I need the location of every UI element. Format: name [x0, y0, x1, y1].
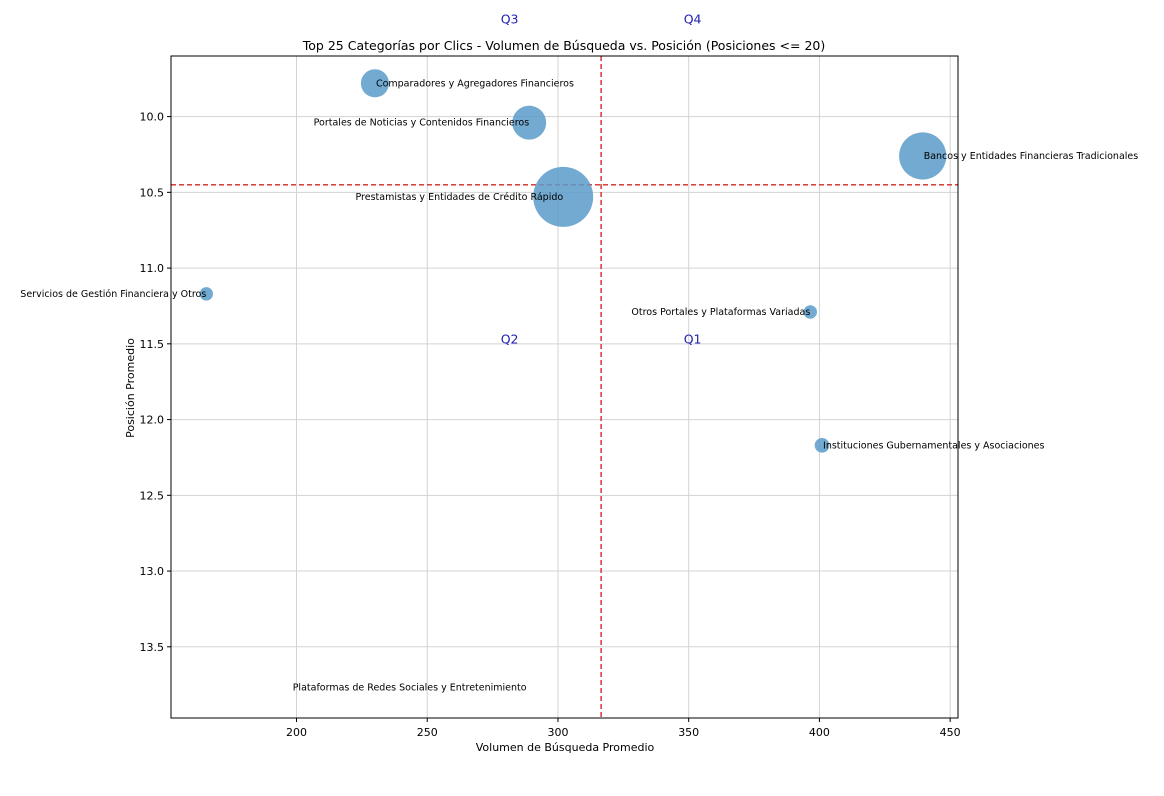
x-tick-label: 450	[940, 726, 961, 739]
y-tick-label: 11.0	[140, 262, 165, 275]
quadrant-label: Q4	[684, 12, 702, 27]
data-point-label: Servicios de Gestión Financiera y Otros	[20, 289, 206, 300]
x-tick-label: 250	[417, 726, 438, 739]
data-point	[199, 287, 214, 301]
data-point-label: Comparadores y Agregadores Financieros	[376, 78, 574, 89]
data-point	[360, 69, 390, 98]
data-point	[899, 132, 947, 180]
quadrant-label: Q1	[684, 331, 702, 346]
y-axis-ticks: 10.0 10.5 11.0 11.5 12.0 12.5 13.0 13.5	[140, 111, 171, 654]
data-point-label: Plataformas de Redes Sociales y Entreten…	[293, 683, 527, 694]
y-tick-label: 13.0	[140, 565, 165, 578]
plot-area-frame	[170, 55, 959, 719]
data-point-label: Portales de Noticias y Contenidos Financ…	[314, 118, 530, 129]
x-tick-label: 400	[809, 726, 830, 739]
data-point	[803, 305, 817, 319]
y-tick-label: 10.0	[140, 111, 165, 124]
data-point-label: Otros Portales y Plataformas Variadas	[631, 307, 810, 318]
y-tick-label: 10.5	[140, 186, 165, 199]
x-tick-label: 300	[547, 726, 568, 739]
data-point-label: Instituciones Gubernamentales y Asociaci…	[823, 440, 1044, 451]
data-point	[533, 166, 594, 227]
data-point	[512, 105, 547, 140]
quadrant-labels: Q3 Q4 Q2 Q1	[501, 12, 702, 347]
data-point-label: Bancos y Entidades Financieras Tradicion…	[924, 151, 1139, 162]
data-point	[814, 437, 830, 453]
point-labels: Comparadores y Agregadores Financieros Po…	[20, 78, 1138, 693]
y-axis-title: Posición Promedio	[124, 338, 137, 438]
x-axis-title: Volumen de Búsqueda Promedio	[476, 741, 655, 754]
y-tick-label: 12.0	[140, 414, 165, 427]
quadrant-label: Q2	[501, 331, 519, 346]
x-tick-label: 200	[286, 726, 307, 739]
y-tick-label: 13.5	[140, 641, 165, 654]
data-point-label: Prestamistas y Entidades de Crédito Rápi…	[355, 192, 563, 203]
x-axis-ticks: 200 250 300 350 400 450	[286, 718, 961, 739]
chart-title: Top 25 Categorías por Clics - Volumen de…	[302, 38, 825, 53]
y-tick-label: 11.5	[140, 338, 165, 351]
grid-lines	[171, 56, 958, 718]
y-tick-label: 12.5	[140, 489, 165, 502]
x-tick-label: 350	[678, 726, 699, 739]
quadrant-label: Q3	[501, 12, 519, 27]
data-points	[199, 69, 947, 453]
